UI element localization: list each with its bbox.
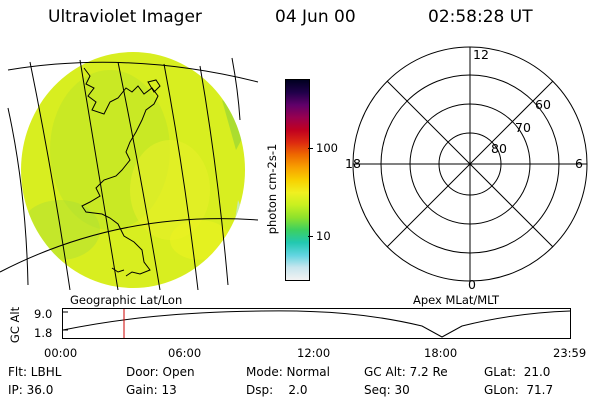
time-label: 02:58:28 UT xyxy=(428,7,533,27)
time-tick-0000: 00:00 xyxy=(44,346,78,360)
info-gain: Gain: 13 xyxy=(126,383,177,397)
instrument-title: Ultraviolet Imager xyxy=(48,7,202,27)
info-mode: Mode: Normal xyxy=(246,365,330,379)
mlat-label-70: 70 xyxy=(515,120,531,135)
colorbar-tick-10 xyxy=(308,236,313,237)
colorbar-tick-100 xyxy=(308,148,313,149)
timeline-ylabel: GC Alt xyxy=(8,306,22,344)
info-filter: Flt: LBHL xyxy=(8,365,62,379)
uv-image-panel xyxy=(0,52,259,290)
timeline-ymin: 1.8 xyxy=(34,326,53,340)
info-ip: IP: 36.0 xyxy=(8,383,54,397)
polar-plot: 12 18 6 0 60 70 80 xyxy=(345,46,588,292)
mlt-line-diag-2 xyxy=(386,80,554,248)
time-tick-2359: 23:59 xyxy=(553,346,587,360)
island-shape xyxy=(147,79,161,93)
mlt-label-12: 12 xyxy=(473,47,489,62)
info-dsp: Dsp: 2.0 xyxy=(246,383,308,397)
mlt-label-0: 0 xyxy=(468,277,476,292)
mlt-label-18: 18 xyxy=(345,156,361,171)
time-tick-0600: 06:00 xyxy=(168,346,202,360)
time-tick-1800: 18:00 xyxy=(424,346,458,360)
timeline-frame xyxy=(62,308,571,339)
info-seq: Seq: 30 xyxy=(364,383,410,397)
mlat-label-60: 60 xyxy=(535,97,551,112)
coastline xyxy=(81,67,159,277)
altitude-curve xyxy=(62,310,571,338)
timeline-ymax: 9.0 xyxy=(34,307,53,321)
polar-title: Apex MLat/MLT xyxy=(413,293,500,307)
colorbar xyxy=(285,79,310,281)
info-door: Door: Open xyxy=(126,365,195,379)
colorbar-label-100: 100 xyxy=(316,141,338,155)
mlat-label-80: 80 xyxy=(491,141,507,156)
info-glat: GLat: 21.0 xyxy=(484,365,551,379)
info-gc-alt: GC Alt: 7.2 Re xyxy=(364,365,448,379)
geo-grid-lines xyxy=(0,57,259,290)
altitude-timeline xyxy=(62,308,571,339)
coast-fragment xyxy=(111,267,125,273)
time-tick-1200: 12:00 xyxy=(297,346,331,360)
info-glon: GLon: 71.7 xyxy=(484,383,554,397)
date-label: 04 Jun 00 xyxy=(275,7,356,27)
geo-label: Geographic Lat/Lon xyxy=(70,293,183,307)
mlt-label-6: 6 xyxy=(575,156,583,171)
colorbar-unit-label: photon cm-2s-1 xyxy=(265,143,279,235)
colorbar-label-10: 10 xyxy=(316,229,331,243)
